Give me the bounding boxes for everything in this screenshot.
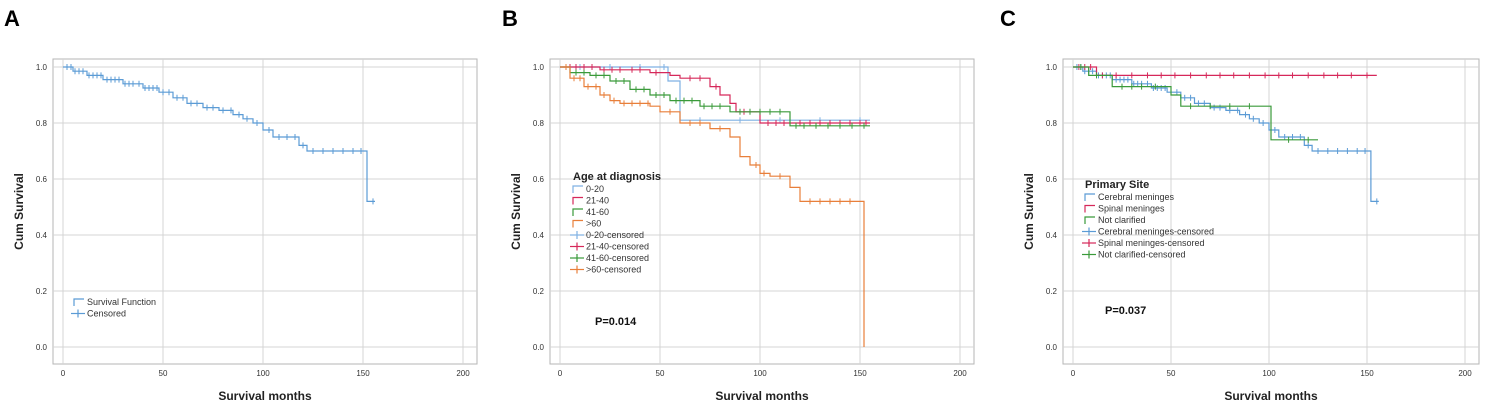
legend-label: Not clarified [1098,215,1146,225]
y-tick-label: 0.8 [36,119,48,128]
legend-line-swatch [1084,216,1095,224]
legend-line-swatch [73,298,84,306]
p-value: P=0.037 [1105,305,1146,317]
legend-label: Not clarified-censored [1098,250,1186,260]
y-tick-label: 1.0 [1046,63,1058,72]
y-axis-title: Cum Survival [1022,173,1036,250]
x-tick-label: 100 [753,369,767,378]
x-tick-label: 50 [1167,369,1176,378]
y-tick-label: 0.4 [1046,231,1058,240]
legend-label: 0-20 [586,184,604,194]
survival-curve [560,66,870,121]
legend-label: Spinal meninges [1098,204,1165,214]
x-axis-title: Survival months [715,389,809,403]
y-tick-label: 0.2 [36,287,48,296]
y-tick-label: 0.0 [1046,343,1058,352]
panel-A: A 0 50 100 150 200 0.0 0.2 0.4 0.6 0.8 1.0 Survival … [4,6,478,403]
legend-label: Cerebral meninges-censored [1098,227,1214,237]
x-tick-label: 150 [356,369,370,378]
y-tick-label: 0.6 [533,175,545,184]
x-tick-label: 0 [61,369,66,378]
x-tick-label: 200 [1458,369,1472,378]
legend-line-swatch [1084,193,1095,201]
x-tick-label: 100 [256,369,270,378]
legend-line-swatch [572,208,583,216]
legend-label: 41-60-censored [586,253,649,263]
y-axis-title: Cum Survival [509,173,523,250]
legend-title: Age at diagnosis [573,171,661,183]
legend-label: >60 [586,219,601,229]
x-tick-label: 50 [159,369,168,378]
y-tick-label: 0.6 [1046,175,1058,184]
y-tick-label: 0.6 [36,175,48,184]
x-tick-label: 50 [656,369,665,378]
x-tick-label: 0 [558,369,563,378]
x-tick-label: 200 [456,369,470,378]
y-tick-label: 0.4 [36,231,48,240]
legend: Survival Function Censored [71,297,156,319]
survival-curve [1073,66,1318,141]
y-tick-label: 0.8 [533,119,545,128]
y-tick-label: 0.2 [533,287,545,296]
x-axis-title: Survival months [218,389,312,403]
panel-letter: A [4,6,20,31]
survival-curve [1073,66,1377,76]
legend-label: 41-60 [586,207,609,217]
panel-letter: C [1000,6,1016,31]
plot-frame [549,58,975,365]
legend-label: Censored [87,309,126,319]
legend-label: Survival Function [87,297,156,307]
x-tick-label: 200 [953,369,967,378]
survival-curve [560,66,865,347]
legend-label: Cerebral meninges [1098,192,1175,202]
legend-label: >60-censored [586,265,641,275]
legend-line-swatch [572,196,583,205]
survival-curve [63,66,375,202]
x-tick-label: 0 [1071,369,1076,378]
panel-C: C 0 50 100 150 200 0.0 0.2 0.4 0.6 0.8 1.0 Survival … [1000,6,1480,403]
y-tick-label: 0.0 [533,343,545,352]
legend-label: 0-20-censored [586,230,644,240]
legend-line-swatch [1084,204,1095,213]
y-tick-label: 1.0 [36,63,48,72]
panel-B: B 0 50 100 150 200 0.0 0.2 0.4 0.6 0.8 1.0 Survival … [502,6,975,403]
x-axis-title: Survival months [1224,389,1318,403]
legend-title: Primary Site [1085,179,1149,191]
y-tick-label: 0.4 [533,231,545,240]
y-tick-label: 1.0 [533,63,545,72]
legend-label: 21-40 [586,196,609,206]
plot-frame [1062,58,1480,365]
x-tick-label: 100 [1262,369,1276,378]
survival-curve [560,66,870,127]
p-value: P=0.014 [595,316,637,328]
legend-label: 21-40-censored [586,242,649,252]
legend-line-swatch [572,185,583,193]
x-tick-label: 150 [853,369,867,378]
y-axis-title: Cum Survival [12,173,26,250]
panel-letter: B [502,6,518,31]
x-tick-label: 150 [1360,369,1374,378]
y-tick-label: 0.2 [1046,287,1058,296]
legend-label: Spinal meninges-censored [1098,238,1205,248]
y-tick-label: 0.0 [36,343,48,352]
y-tick-label: 0.8 [1046,119,1058,128]
legend-line-swatch [572,219,583,228]
plot-frame [52,58,478,365]
